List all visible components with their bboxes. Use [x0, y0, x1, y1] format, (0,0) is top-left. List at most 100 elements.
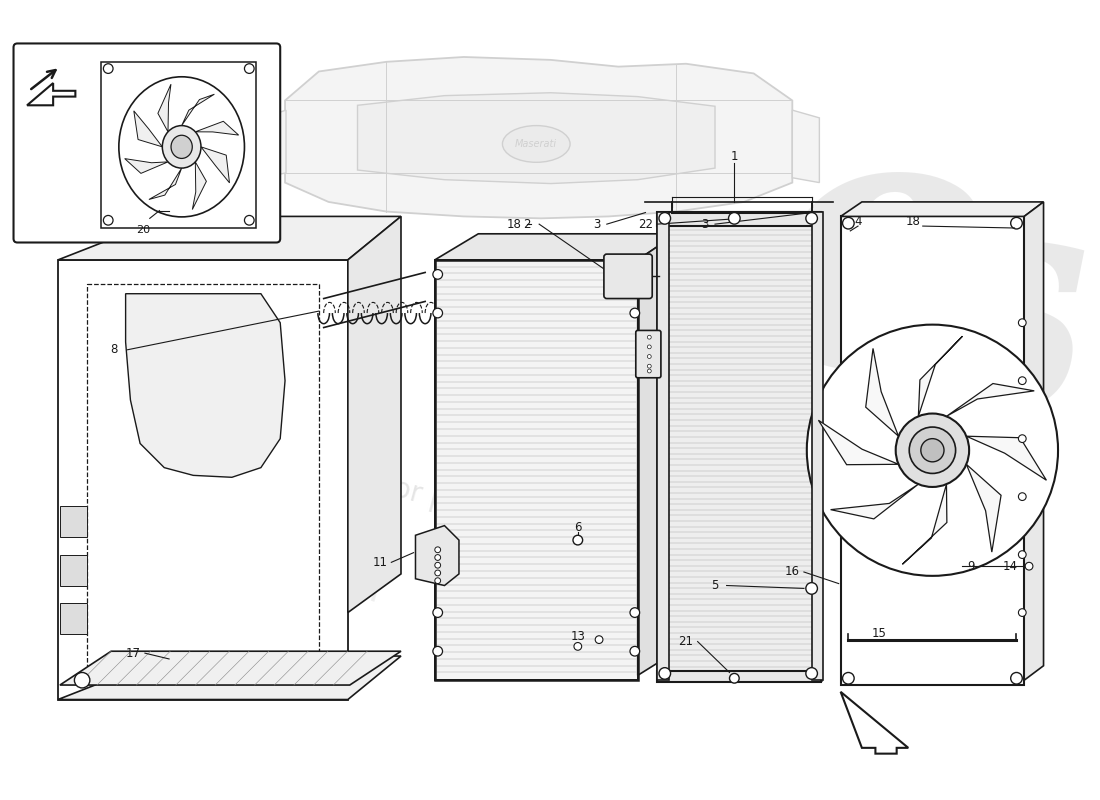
Polygon shape	[840, 217, 1024, 685]
Polygon shape	[182, 94, 214, 126]
Polygon shape	[866, 349, 899, 436]
Bar	[657, 211, 822, 226]
Circle shape	[648, 354, 651, 358]
Polygon shape	[348, 217, 402, 613]
Polygon shape	[902, 484, 947, 564]
Text: 5: 5	[712, 579, 718, 592]
Polygon shape	[59, 603, 87, 634]
Text: 11: 11	[372, 556, 387, 569]
Text: passion for parts since 1985: passion for parts since 1985	[270, 442, 658, 570]
Text: e: e	[764, 90, 994, 440]
Polygon shape	[201, 147, 230, 183]
Circle shape	[573, 535, 583, 545]
Circle shape	[895, 414, 969, 487]
Text: 3: 3	[702, 218, 710, 230]
Text: 18: 18	[507, 218, 521, 230]
Text: passion: passion	[233, 537, 386, 611]
Circle shape	[630, 646, 639, 656]
Polygon shape	[434, 260, 638, 680]
Polygon shape	[59, 554, 87, 586]
Circle shape	[1019, 319, 1026, 326]
Circle shape	[103, 215, 113, 225]
Text: 18: 18	[905, 214, 921, 228]
Circle shape	[630, 308, 639, 318]
Polygon shape	[261, 110, 286, 178]
Polygon shape	[196, 122, 239, 135]
Text: 22: 22	[638, 218, 653, 230]
Polygon shape	[657, 211, 822, 680]
Bar	[434, 260, 638, 680]
Circle shape	[75, 673, 90, 688]
Circle shape	[843, 218, 855, 229]
Circle shape	[1019, 550, 1026, 558]
Circle shape	[433, 608, 442, 618]
FancyBboxPatch shape	[13, 43, 280, 242]
Text: 16: 16	[784, 566, 800, 578]
Polygon shape	[818, 420, 899, 465]
Circle shape	[1019, 377, 1026, 385]
Polygon shape	[416, 526, 459, 586]
Polygon shape	[1024, 202, 1044, 680]
Polygon shape	[285, 57, 792, 218]
Polygon shape	[192, 162, 207, 210]
Ellipse shape	[503, 126, 570, 162]
Circle shape	[103, 64, 113, 74]
Circle shape	[433, 308, 442, 318]
Polygon shape	[87, 284, 319, 675]
Polygon shape	[966, 436, 1046, 480]
FancyBboxPatch shape	[604, 254, 652, 298]
Text: Maserati: Maserati	[515, 139, 558, 149]
Ellipse shape	[170, 135, 192, 158]
Circle shape	[806, 582, 817, 594]
Circle shape	[434, 547, 441, 553]
Circle shape	[244, 215, 254, 225]
Text: 14: 14	[1002, 560, 1018, 573]
Polygon shape	[148, 168, 182, 199]
Text: 17: 17	[125, 646, 141, 660]
Polygon shape	[830, 484, 918, 519]
Text: 2: 2	[522, 218, 530, 230]
Circle shape	[630, 608, 639, 618]
Circle shape	[648, 369, 651, 373]
Circle shape	[1019, 493, 1026, 501]
Circle shape	[1011, 218, 1022, 229]
Circle shape	[595, 636, 603, 643]
Circle shape	[728, 213, 740, 224]
Polygon shape	[28, 83, 76, 106]
Circle shape	[1011, 673, 1022, 684]
Polygon shape	[158, 84, 170, 132]
Text: 21: 21	[679, 635, 693, 648]
Circle shape	[806, 213, 817, 224]
Polygon shape	[638, 234, 676, 675]
Circle shape	[434, 570, 441, 576]
Polygon shape	[918, 336, 962, 416]
Circle shape	[434, 554, 441, 560]
Circle shape	[1019, 609, 1026, 617]
Bar	[657, 670, 822, 682]
Polygon shape	[58, 656, 402, 699]
Circle shape	[434, 578, 441, 583]
Ellipse shape	[119, 77, 244, 217]
Polygon shape	[101, 62, 256, 228]
Ellipse shape	[163, 126, 201, 168]
Polygon shape	[434, 234, 676, 260]
Circle shape	[648, 364, 651, 368]
Circle shape	[434, 562, 441, 568]
Polygon shape	[792, 110, 820, 182]
Circle shape	[659, 213, 671, 224]
Circle shape	[574, 642, 582, 650]
Polygon shape	[59, 506, 87, 538]
Circle shape	[1019, 434, 1026, 442]
Circle shape	[244, 64, 254, 74]
Polygon shape	[124, 158, 168, 174]
Circle shape	[921, 438, 944, 462]
Text: 4: 4	[855, 214, 861, 228]
Polygon shape	[358, 93, 715, 183]
Circle shape	[659, 668, 671, 679]
Circle shape	[433, 270, 442, 279]
FancyBboxPatch shape	[636, 330, 661, 378]
Text: s: s	[910, 168, 1090, 478]
Polygon shape	[840, 692, 909, 754]
Circle shape	[1025, 562, 1033, 570]
Bar	[812, 211, 823, 680]
